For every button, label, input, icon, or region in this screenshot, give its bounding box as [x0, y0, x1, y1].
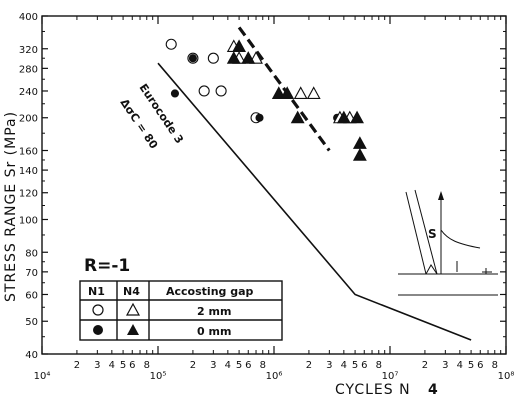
sketch-attachment-left [405, 191, 427, 275]
data-point [255, 113, 264, 122]
y-axis-title: STRESS RANGE Sr (MPa) [3, 111, 19, 302]
y-tick-label: 80 [25, 248, 38, 259]
data-point [165, 38, 177, 50]
eurocode-curve [157, 62, 472, 341]
y-tick-label: 60 [25, 290, 38, 301]
data-point [188, 54, 197, 63]
x-minor-label: 8 [376, 360, 382, 371]
y-tick-label: 280 [19, 64, 38, 75]
y-tick-label: 320 [19, 45, 38, 56]
y-tick-label: 100 [19, 215, 38, 226]
sketch-s-label: S [428, 227, 437, 241]
sketch-attachment-right [414, 189, 438, 275]
x-minor-label: 4 [457, 360, 463, 371]
data-point [215, 85, 227, 97]
sketch-stress-curve [440, 229, 481, 249]
data-point [290, 110, 305, 124]
data-point [280, 86, 295, 100]
y-tick-label: 200 [19, 114, 38, 125]
x-minor-label: 2 [422, 360, 428, 371]
data-point [350, 110, 364, 124]
data-point [241, 51, 256, 64]
y-tick-label: 160 [19, 147, 38, 158]
x-minor-label: 3 [210, 360, 216, 371]
x-minor-label: 6 [477, 360, 483, 371]
y-tick-label: 140 [19, 166, 38, 177]
x-minor-label: 2 [306, 360, 312, 371]
y-tick-label: 40 [25, 350, 38, 361]
data-point [352, 136, 367, 149]
legend-filled-circle [93, 325, 103, 335]
legend-gap-2mm: 2 mm [197, 305, 231, 318]
data-point [306, 86, 321, 100]
data-point [336, 110, 351, 124]
x-decade-label: 10⁷ [382, 371, 399, 382]
data-point [170, 89, 180, 98]
x-minor-label: 6 [245, 360, 251, 371]
x-minor-label: 4 [109, 360, 115, 371]
mean-fit-line [237, 26, 331, 152]
x-minor-label: 4 [225, 360, 231, 371]
legend-box [79, 280, 283, 341]
legend-open-circle [92, 304, 104, 316]
x-minor-label: 5 [468, 360, 474, 371]
x-minor-label: 3 [326, 360, 332, 371]
data-point [232, 39, 247, 53]
axis-ticks: 40 50 60 70 80 100 120 140 160 200 240 280 320 400 10⁴… [19, 12, 514, 382]
x-decade-label: 10⁵ [150, 371, 167, 382]
sketch-arrow-head [438, 191, 444, 200]
x-minor-label: 6 [129, 360, 135, 371]
data-point [226, 51, 241, 64]
x-minor-label: 5 [352, 360, 358, 371]
x-minor-label: 8 [260, 360, 266, 371]
x-minor-label: 8 [492, 360, 498, 371]
x-minor-label: 2 [190, 360, 196, 371]
r-ratio-label: R=-1 [84, 256, 130, 276]
x-minor-label: 3 [94, 360, 100, 371]
legend-header-n1: N1 [88, 285, 105, 298]
legend-filled-triangle [127, 324, 139, 335]
y-tick-label: 400 [19, 12, 38, 23]
x-minor-label: 3 [442, 360, 448, 371]
legend-header-gap: Accosting gap [166, 285, 254, 298]
data-points [165, 38, 367, 161]
joint-sketch [398, 189, 498, 296]
x-minor-label: 5 [120, 360, 126, 371]
y-tick-label: 70 [25, 268, 38, 279]
data-point [207, 52, 219, 64]
x-decade-label: 10⁸ [498, 371, 515, 382]
x-decade-label: 10⁶ [266, 371, 283, 382]
x-axis-title: CYCLES N [335, 382, 411, 398]
legend-open-triangle [125, 302, 141, 316]
sketch-weld-toe [425, 264, 438, 275]
x-decade-label: 10⁴ [34, 371, 51, 382]
curves [157, 26, 472, 341]
x-minor-label: 4 [341, 360, 347, 371]
x-minor-label: 8 [144, 360, 150, 371]
legend: N1 N4 Accosting gap 2 mm 0 mm [79, 280, 283, 341]
legend-gap-0mm: 0 mm [197, 325, 231, 338]
data-point [293, 86, 308, 100]
y-tick-label: 240 [19, 87, 38, 98]
data-point [352, 148, 367, 161]
x-minor-label: 2 [74, 360, 80, 371]
legend-header-n4: N4 [123, 285, 140, 298]
y-tick-label: 120 [19, 189, 38, 200]
data-point [271, 86, 286, 100]
x-axis-title-suffix: 4 [428, 382, 439, 398]
x-minor-label: 5 [236, 360, 242, 371]
y-tick-label: 50 [25, 317, 38, 328]
data-point [198, 85, 210, 97]
x-minor-label: 6 [361, 360, 367, 371]
